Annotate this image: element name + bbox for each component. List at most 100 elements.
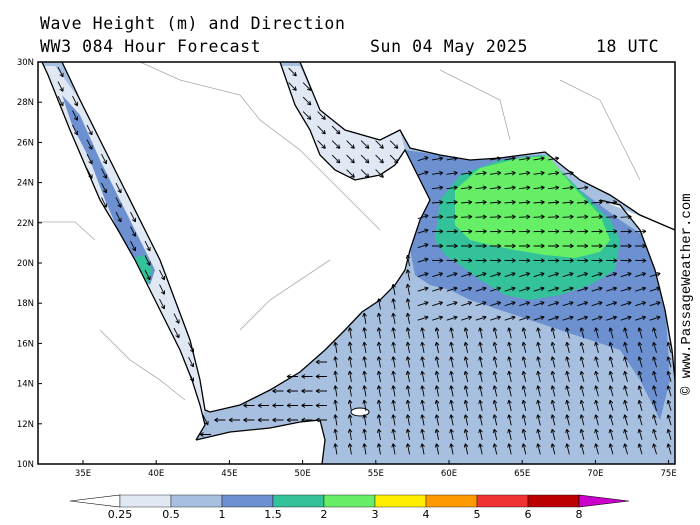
wave-arrow bbox=[562, 229, 574, 234]
wave-arrow bbox=[550, 385, 556, 397]
wave-arrow bbox=[315, 374, 327, 379]
wave-arrow bbox=[362, 370, 367, 382]
wave-arrow bbox=[347, 414, 353, 426]
wave-arrow bbox=[518, 185, 531, 191]
red-sea-medium bbox=[62, 95, 155, 285]
wave-arrow bbox=[521, 341, 527, 353]
wave-arrow bbox=[446, 214, 458, 220]
wave-arrow bbox=[475, 229, 487, 234]
wave-arrow bbox=[159, 269, 166, 281]
wave-arrow bbox=[594, 341, 599, 353]
wave-arrow bbox=[623, 356, 628, 368]
legend-label: 4 bbox=[423, 508, 430, 521]
wave-arrow bbox=[637, 327, 643, 339]
wave-arrow bbox=[577, 286, 589, 292]
wave-arrow bbox=[389, 154, 399, 164]
wave-arrow bbox=[521, 428, 527, 440]
wave-arrow bbox=[652, 341, 657, 353]
wave-arrow bbox=[591, 301, 603, 307]
wave-arrow bbox=[518, 214, 531, 220]
wave-arrow bbox=[301, 374, 313, 379]
wave-arrow bbox=[666, 385, 672, 397]
wave-arrow bbox=[431, 229, 444, 234]
wave-arrow bbox=[492, 341, 498, 353]
lon-tick-label: 45E bbox=[221, 469, 237, 479]
lat-tick-label: 18N bbox=[17, 299, 34, 309]
lat-tick-label: 10N bbox=[17, 460, 34, 470]
wave-arrow bbox=[391, 327, 396, 339]
wave-arrow bbox=[533, 286, 545, 292]
wave-arrow bbox=[420, 356, 425, 368]
wave-arrow bbox=[449, 428, 454, 440]
wave-arrow bbox=[594, 385, 599, 397]
map-plot-area bbox=[38, 62, 675, 464]
wave-arrow bbox=[591, 200, 603, 205]
wave-arrow bbox=[257, 417, 269, 423]
lon-tick-label: 70E bbox=[587, 469, 603, 479]
wave-arrow bbox=[565, 443, 570, 455]
wave-arrow bbox=[159, 298, 166, 310]
wave-arrow bbox=[562, 301, 574, 307]
wave-arrow bbox=[608, 327, 614, 339]
wave-arrow bbox=[302, 111, 312, 120]
wave-arrow bbox=[594, 356, 599, 368]
wave-arrow bbox=[478, 414, 483, 426]
wave-arrow bbox=[431, 200, 444, 205]
wave-arrow bbox=[606, 301, 618, 307]
wave-arrow bbox=[432, 272, 444, 278]
wave-arrow bbox=[489, 185, 502, 191]
wave-arrow bbox=[623, 341, 628, 353]
wave-arrow bbox=[547, 243, 560, 249]
wave-arrow bbox=[504, 286, 516, 292]
wave-arrow bbox=[376, 341, 382, 353]
wave-arrow bbox=[577, 272, 589, 278]
wave-arrow bbox=[606, 286, 618, 292]
wave-arrow bbox=[376, 312, 382, 324]
wave-arrow bbox=[460, 258, 473, 263]
wave-arrow bbox=[576, 258, 589, 263]
wave-arrow bbox=[504, 258, 516, 263]
wave-arrow bbox=[637, 385, 643, 397]
wave-arrow bbox=[594, 428, 599, 440]
wave-arrow bbox=[434, 414, 440, 426]
wave-arrow bbox=[405, 298, 411, 310]
wave-arrow bbox=[463, 356, 469, 368]
wave-arrow bbox=[478, 428, 483, 440]
wave-arrow bbox=[463, 414, 469, 426]
wave-arrow bbox=[649, 315, 661, 321]
wave-arrow bbox=[489, 258, 502, 263]
wave-arrow bbox=[417, 272, 429, 278]
lat-tick-label: 26N bbox=[17, 138, 34, 148]
wave-arrow bbox=[228, 417, 240, 423]
wave-arrow bbox=[562, 243, 574, 249]
wave-arrow bbox=[576, 229, 589, 234]
wave-arrow bbox=[431, 170, 444, 176]
wave-arrow bbox=[637, 356, 643, 368]
wave-arrow bbox=[417, 228, 429, 234]
legend-swatch bbox=[527, 494, 580, 508]
wave-arrow bbox=[536, 327, 541, 339]
wave-arrow bbox=[360, 169, 370, 178]
wave-arrow bbox=[449, 385, 454, 397]
wave-arrow bbox=[579, 385, 585, 397]
credit-watermark: © www.PassageWeather.com bbox=[679, 193, 695, 395]
wave-arrow bbox=[652, 428, 657, 440]
wave-arrow bbox=[86, 168, 93, 179]
wave-arrow bbox=[101, 168, 108, 179]
wave-arrow bbox=[420, 370, 425, 382]
wave-arrow bbox=[637, 341, 643, 353]
wave-arrow bbox=[548, 315, 560, 321]
wave-arrow bbox=[475, 185, 487, 191]
wave-arrow bbox=[315, 417, 327, 423]
wave-arrow bbox=[490, 286, 502, 292]
wave-arrow bbox=[391, 356, 396, 368]
wave-arrow bbox=[490, 315, 502, 321]
wave-arrow bbox=[519, 272, 531, 278]
wave-arrow bbox=[460, 170, 473, 176]
wave-arrow bbox=[376, 298, 382, 310]
wave-arrow bbox=[594, 443, 599, 455]
legend-label: 1 bbox=[219, 508, 226, 521]
wave-arrow bbox=[521, 443, 527, 455]
wave-arrow bbox=[562, 315, 574, 321]
wave-arrow bbox=[405, 269, 411, 281]
